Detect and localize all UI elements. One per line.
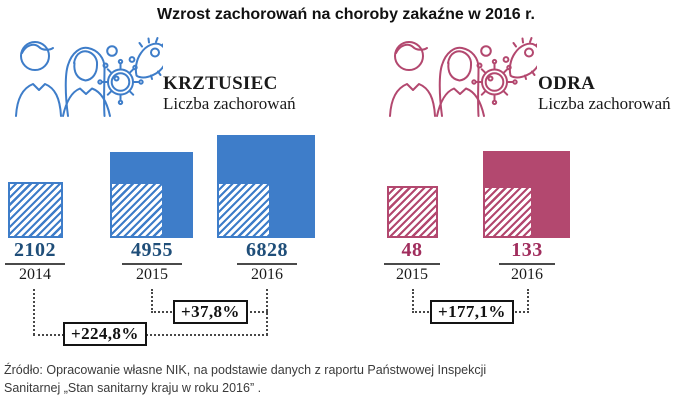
bar-krztusiec-2014 [8,182,63,238]
year-label: 2015 [136,266,168,283]
divider-rule [384,263,440,265]
bar-krztusiec-2015 [110,152,193,238]
connector-line [412,289,414,313]
value-column: 48 2015 [367,239,457,283]
bar-krztusiec-2016 [217,135,315,238]
page-title: Wzrost zachorowań na choroby zakaźne w 2… [157,6,535,23]
connector-line [527,289,529,313]
connector-line [151,289,153,313]
value-label: 2102 [14,239,56,261]
value-column: 6828 2016 [222,239,312,283]
growth-badge: +224,8% [63,322,147,346]
value-column: 4955 2015 [107,239,197,283]
divider-rule [237,263,297,265]
divider-rule [499,263,555,265]
value-label: 48 [401,239,423,261]
baseline-inset [217,182,271,238]
connector-line [33,289,35,335]
disease-subtitle: Liczba zachorowań [163,94,296,113]
source-line-1: Źródło: Opracowanie własne NIK, na podst… [4,363,487,377]
disease-subtitle: Liczba zachorowań [538,94,671,113]
baseline-inset [483,186,533,238]
disease-header: KRZTUSIEC Liczba zachorowań [163,73,296,114]
value-label: 6828 [246,239,288,261]
people-and-germs-icon [382,36,537,118]
year-label: 2015 [396,266,428,283]
growth-badge: +37,8% [173,300,248,324]
disease-name: KRZTUSIEC [163,73,278,94]
value-label: 133 [511,239,543,261]
growth-badge: +177,1% [430,300,514,324]
value-label: 4955 [131,239,173,261]
source-note: Źródło: Opracowanie własne NIK, na podst… [4,361,684,397]
value-column: 2102 2014 [0,239,80,283]
bar-odra-2016 [483,151,570,238]
connector-line [33,334,268,336]
divider-rule [122,263,182,265]
source-line-2: Sanitarnej „Stan sanitarny kraju w roku … [4,381,262,395]
divider-rule [5,263,65,265]
year-label: 2016 [251,266,283,283]
year-label: 2014 [19,266,51,283]
year-label: 2016 [511,266,543,283]
value-column: 133 2016 [482,239,572,283]
disease-header: ODRA Liczba zachorowań [538,73,671,114]
baseline-inset [110,182,164,238]
disease-name: ODRA [538,73,596,94]
bar-odra-2015 [387,186,438,238]
